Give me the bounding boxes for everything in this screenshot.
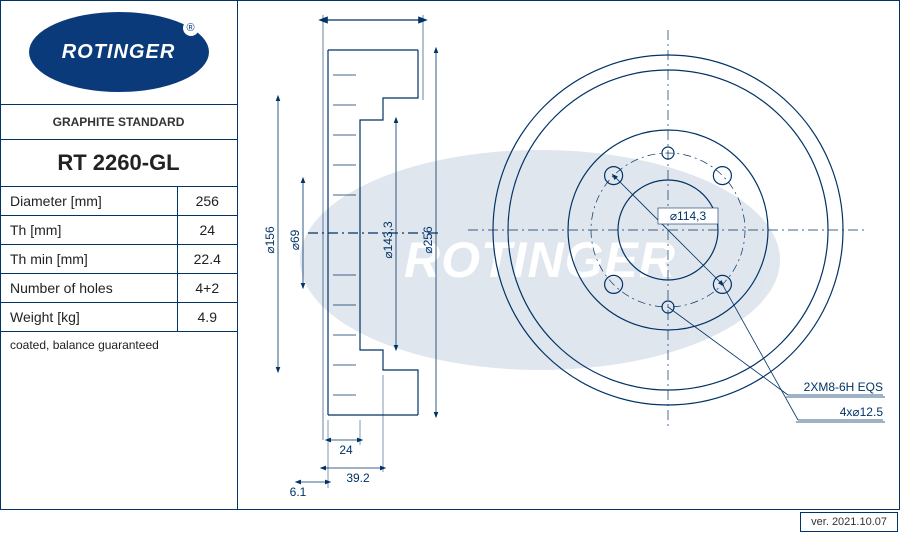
registered-icon: ® [183,20,199,36]
spec-label: Number of holes [0,274,177,303]
version-label: ver. 2021.10.07 [800,512,898,532]
annot-holes: 4x⌀12.5 [840,405,884,419]
dim-bolt-circle: ⌀114,3 [670,209,707,223]
dim-d156: ⌀156 [263,226,277,254]
spec-value: 4+2 [177,274,237,303]
spec-label: Diameter [mm] [0,187,177,216]
table-row: Number of holes4+2 [0,274,237,303]
front-view: ⌀114,3 2XM8-6H EQS 4x⌀12.5 [468,30,885,430]
spec-value: 4.9 [177,303,237,332]
dim-d69: ⌀69 [288,229,302,250]
table-row: Diameter [mm]256 [0,187,237,216]
spec-value: 22.4 [177,245,237,274]
table-row: Th min [mm]22.4 [0,245,237,274]
brand-logo: ROTINGER ® [29,12,209,92]
spec-value: 24 [177,216,237,245]
part-number: RT 2260-GL [0,140,237,187]
product-line: GRAPHITE STANDARD [0,105,237,140]
dim-d256: ⌀256 [421,226,435,254]
technical-drawing: ⌀156 ⌀69 ⌀143,3 ⌀256 24 39.2 6.1 [238,0,900,510]
side-view: ⌀156 ⌀69 ⌀143,3 ⌀256 24 39.2 6.1 [263,15,438,499]
logo-area: ROTINGER ® [0,0,237,105]
table-row: Th [mm]24 [0,216,237,245]
footer-note: coated, balance guaranteed [0,332,237,358]
dim-th24: 24 [339,443,353,457]
annot-thread: 2XM8-6H EQS [804,380,883,394]
spec-table: Diameter [mm]256 Th [mm]24 Th min [mm]22… [0,187,237,332]
table-row: Weight [kg]4.9 [0,303,237,332]
dim-6-1: 6.1 [290,485,307,499]
sidebar: ROTINGER ® GRAPHITE STANDARD RT 2260-GL … [0,0,238,510]
spec-label: Weight [kg] [0,303,177,332]
brand-name: ROTINGER [62,41,176,64]
dim-39-2: 39.2 [346,471,370,485]
spec-label: Th [mm] [0,216,177,245]
drawing-area: ⌀156 ⌀69 ⌀143,3 ⌀256 24 39.2 6.1 [238,0,900,510]
dim-d143: ⌀143,3 [381,221,395,259]
spec-label: Th min [mm] [0,245,177,274]
spec-value: 256 [177,187,237,216]
